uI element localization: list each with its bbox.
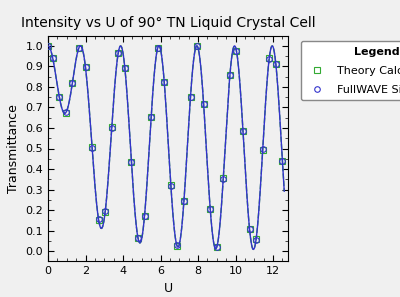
Theory Calculation	[70, 81, 75, 85]
Theory Calculation	[260, 148, 265, 151]
FullWAVE Simulation	[76, 46, 81, 50]
Theory Calculation	[142, 214, 147, 217]
X-axis label: U: U	[164, 282, 172, 295]
Theory Calculation	[76, 46, 81, 50]
Y-axis label: Transmittance: Transmittance	[7, 104, 20, 193]
Line: FullWAVE Simulation: FullWAVE Simulation	[45, 43, 285, 250]
FullWAVE Simulation	[195, 44, 200, 48]
FullWAVE Simulation	[50, 56, 55, 60]
Theory Calculation	[50, 56, 55, 60]
Line: Theory Calculation: Theory Calculation	[45, 43, 285, 250]
FullWAVE Simulation	[149, 115, 154, 119]
Theory Calculation	[122, 66, 127, 70]
FullWAVE Simulation	[64, 110, 68, 114]
FullWAVE Simulation	[214, 246, 219, 249]
Theory Calculation	[155, 46, 160, 50]
Theory Calculation	[103, 210, 108, 214]
FullWAVE Simulation	[234, 49, 239, 53]
Theory Calculation	[221, 176, 226, 179]
Theory Calculation	[83, 66, 88, 69]
FullWAVE Simulation	[122, 66, 127, 69]
Theory Calculation	[195, 44, 200, 48]
Theory Calculation	[64, 111, 68, 114]
FullWAVE Simulation	[57, 95, 62, 98]
FullWAVE Simulation	[136, 236, 140, 240]
Theory Calculation	[254, 237, 258, 241]
FullWAVE Simulation	[162, 80, 167, 84]
Title: Intensity vs U of 90° TN Liquid Crystal Cell: Intensity vs U of 90° TN Liquid Crystal …	[21, 16, 315, 30]
Legend: Theory Calculation, FullWAVE Simulation: Theory Calculation, FullWAVE Simulation	[301, 41, 400, 100]
Theory Calculation	[57, 95, 62, 98]
Theory Calculation	[149, 116, 154, 119]
FullWAVE Simulation	[109, 126, 114, 129]
FullWAVE Simulation	[46, 44, 50, 48]
Theory Calculation	[267, 56, 272, 60]
Theory Calculation	[46, 44, 50, 48]
FullWAVE Simulation	[70, 82, 75, 85]
FullWAVE Simulation	[208, 208, 212, 211]
Theory Calculation	[136, 236, 140, 240]
Theory Calculation	[96, 218, 101, 222]
FullWAVE Simulation	[201, 102, 206, 106]
Theory Calculation	[234, 49, 239, 53]
FullWAVE Simulation	[274, 62, 278, 66]
FullWAVE Simulation	[103, 210, 108, 213]
FullWAVE Simulation	[96, 217, 101, 221]
FullWAVE Simulation	[254, 238, 258, 242]
Theory Calculation	[116, 51, 121, 54]
FullWAVE Simulation	[247, 227, 252, 230]
Theory Calculation	[90, 146, 94, 149]
Theory Calculation	[280, 159, 285, 162]
FullWAVE Simulation	[116, 51, 121, 54]
FullWAVE Simulation	[280, 159, 285, 163]
Theory Calculation	[109, 126, 114, 129]
FullWAVE Simulation	[90, 147, 94, 150]
FullWAVE Simulation	[83, 66, 88, 69]
Theory Calculation	[214, 245, 219, 249]
FullWAVE Simulation	[240, 130, 245, 133]
Theory Calculation	[182, 199, 186, 203]
FullWAVE Simulation	[142, 215, 147, 218]
FullWAVE Simulation	[182, 199, 186, 203]
Theory Calculation	[228, 74, 232, 77]
Theory Calculation	[129, 160, 134, 164]
Theory Calculation	[274, 62, 278, 66]
Theory Calculation	[201, 102, 206, 106]
FullWAVE Simulation	[175, 244, 180, 247]
FullWAVE Simulation	[267, 58, 272, 61]
FullWAVE Simulation	[228, 73, 232, 76]
Theory Calculation	[208, 207, 212, 210]
FullWAVE Simulation	[221, 177, 226, 181]
Theory Calculation	[240, 129, 245, 133]
Theory Calculation	[247, 228, 252, 231]
Theory Calculation	[188, 95, 193, 98]
FullWAVE Simulation	[188, 95, 193, 99]
Theory Calculation	[162, 80, 167, 84]
Theory Calculation	[175, 245, 180, 248]
FullWAVE Simulation	[129, 161, 134, 164]
Theory Calculation	[168, 183, 173, 187]
FullWAVE Simulation	[155, 46, 160, 50]
FullWAVE Simulation	[260, 148, 265, 151]
FullWAVE Simulation	[168, 184, 173, 187]
